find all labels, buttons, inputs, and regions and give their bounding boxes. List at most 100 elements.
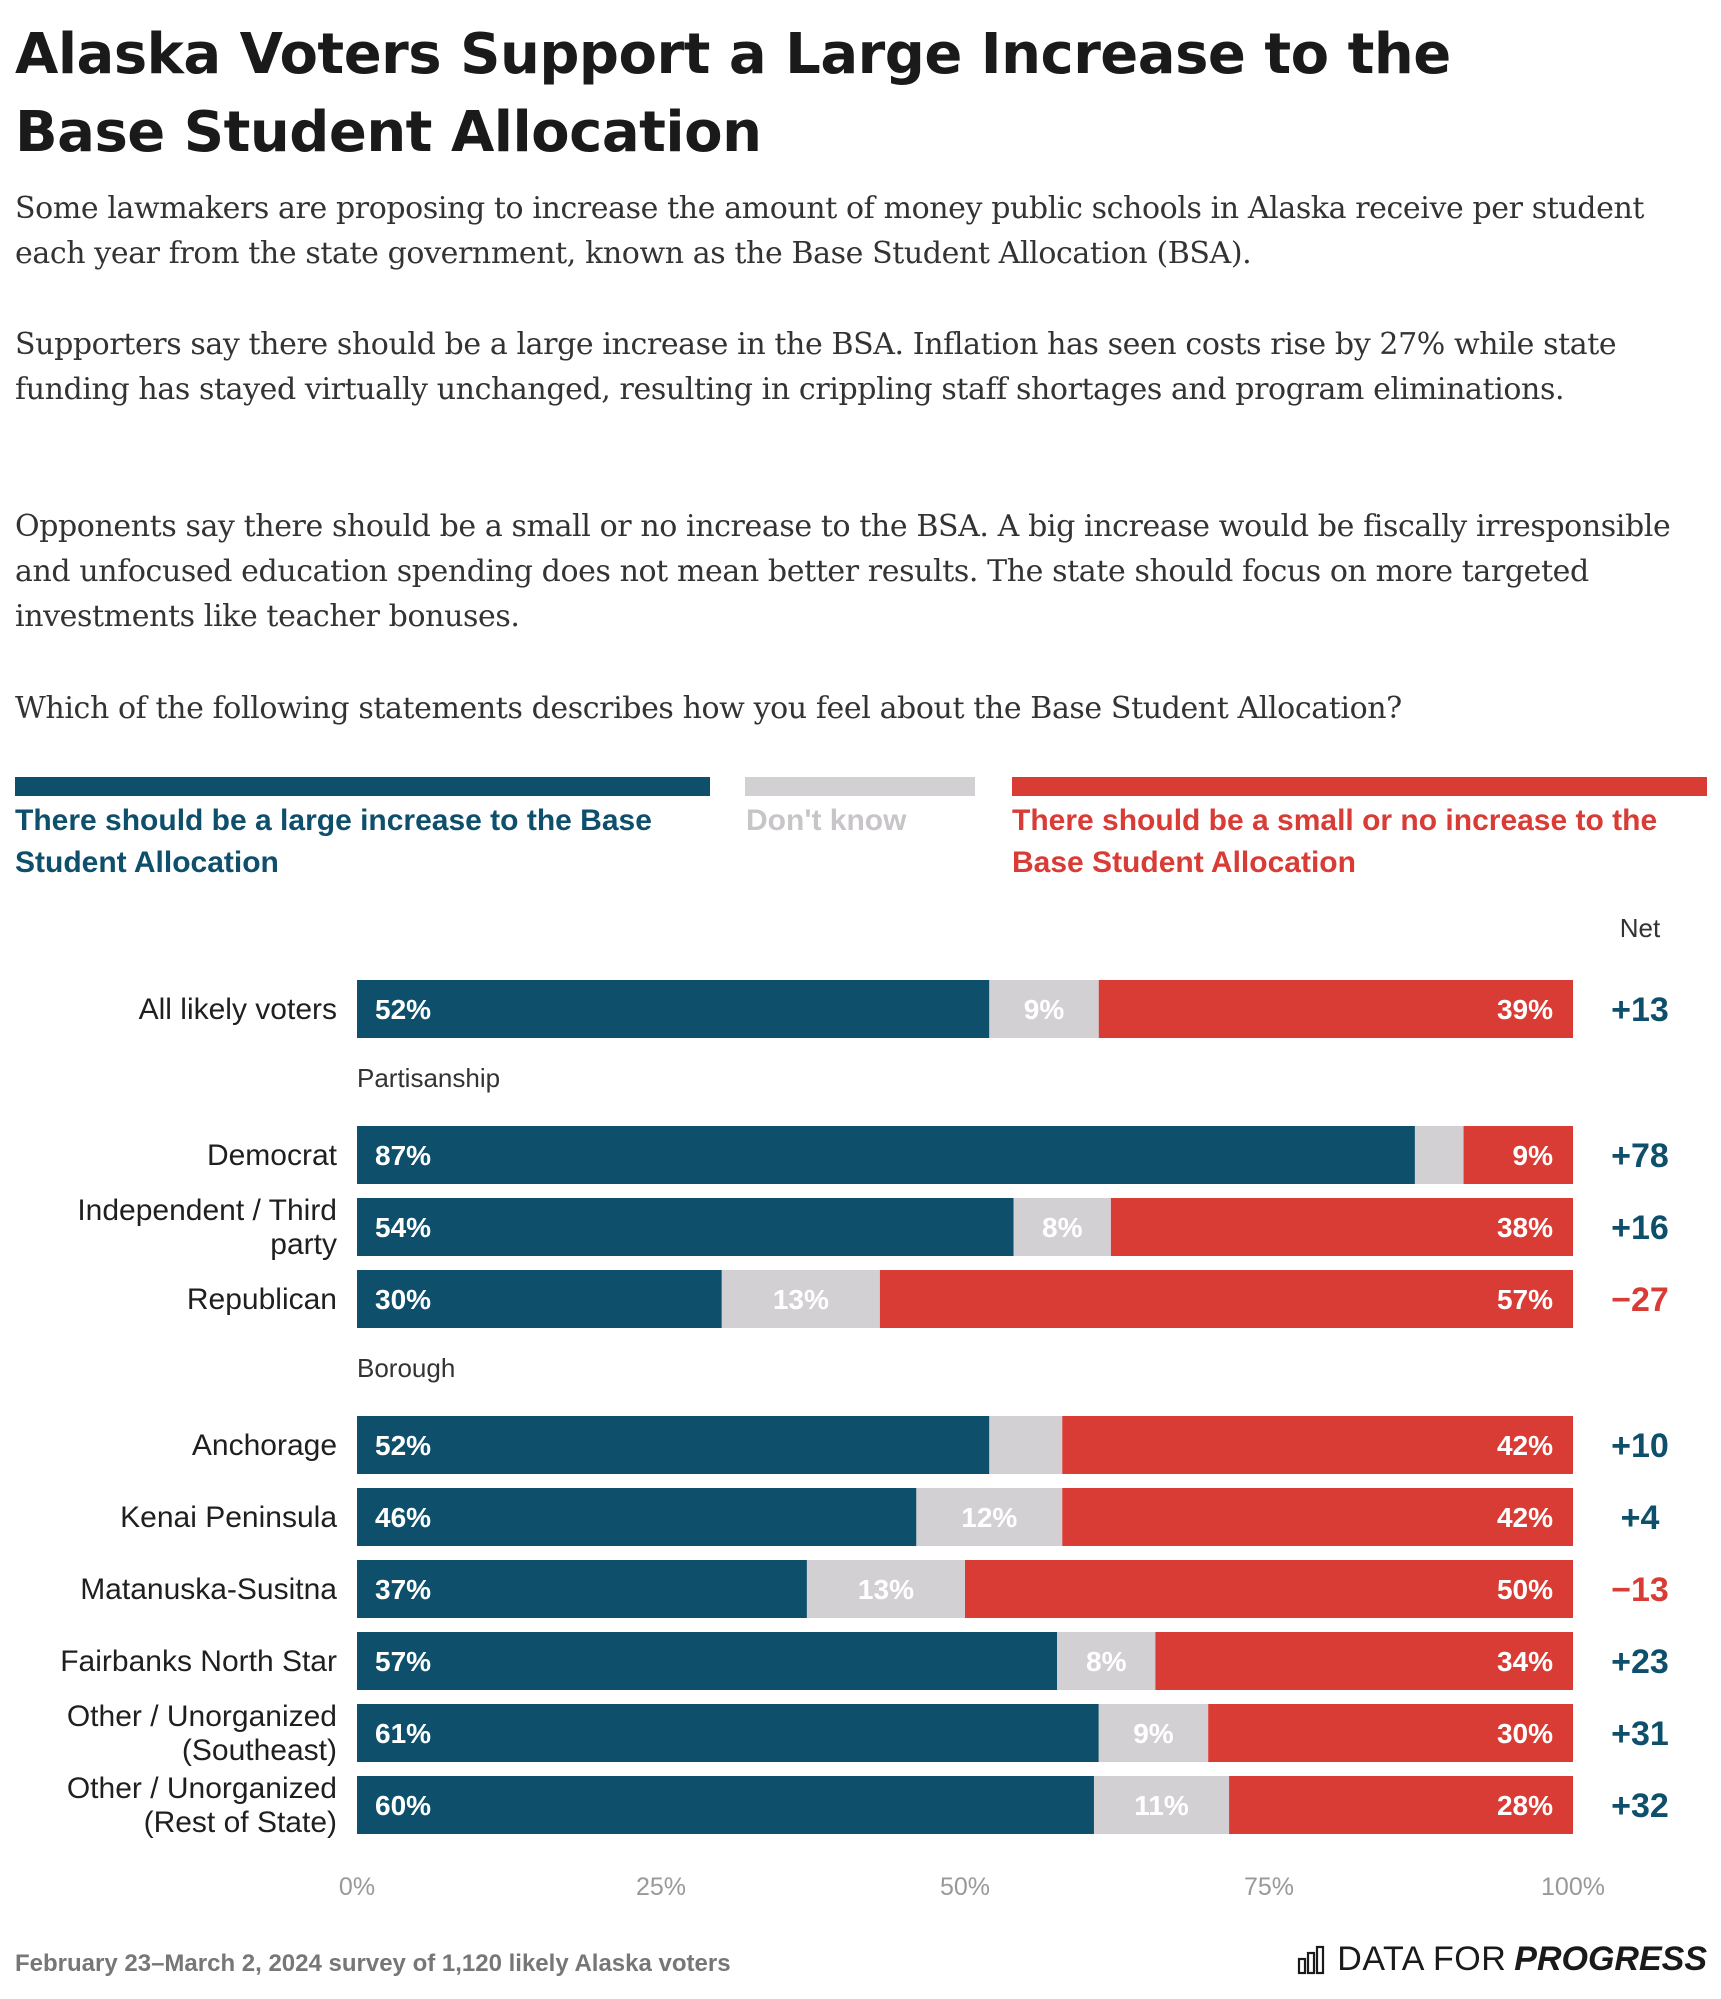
data-label-large: 60% bbox=[375, 1790, 431, 1821]
row-label: Fairbanks North Star bbox=[60, 1645, 337, 1678]
row-label: Republican bbox=[187, 1283, 337, 1316]
opponents-paragraph: Opponents say there should be a small or… bbox=[15, 509, 1671, 634]
bar-segment-dontknow bbox=[916, 1488, 1063, 1546]
data-label-dontknow: 9% bbox=[1024, 994, 1065, 1025]
brand-logo: DATA FOR PROGRESS bbox=[1297, 1940, 1707, 1979]
data-label-small: 34% bbox=[1497, 1646, 1553, 1677]
data-label-dontknow: 12% bbox=[961, 1502, 1017, 1533]
legend-label-large: There should be a large increase to the … bbox=[15, 804, 652, 879]
legend-swatch-small bbox=[1012, 777, 1707, 796]
data-label-small: 42% bbox=[1497, 1430, 1553, 1461]
net-value: +16 bbox=[1611, 1209, 1669, 1247]
data-label-dontknow: 8% bbox=[1086, 1646, 1127, 1677]
data-label-large: 57% bbox=[375, 1646, 431, 1677]
row-label: Matanuska-Susitna bbox=[80, 1573, 337, 1606]
data-label-large: 54% bbox=[375, 1212, 431, 1243]
bar-segment-dontknow bbox=[1013, 1198, 1111, 1256]
net-header: Net bbox=[1620, 913, 1661, 943]
x-tick-label: 50% bbox=[940, 1873, 990, 1900]
data-label-dontknow: 8% bbox=[1042, 1212, 1083, 1243]
row-label: Anchorage bbox=[192, 1429, 337, 1462]
data-label-small: 28% bbox=[1497, 1790, 1553, 1821]
data-label-small: 39% bbox=[1497, 994, 1553, 1025]
net-value: +32 bbox=[1611, 1787, 1669, 1825]
bar-segment-large bbox=[357, 1704, 1099, 1762]
data-label-large: 87% bbox=[375, 1140, 431, 1171]
data-label-large: 52% bbox=[375, 1430, 431, 1461]
data-label-dontknow: 11% bbox=[1134, 1790, 1189, 1821]
legend-label-dontknow: Don't know bbox=[746, 804, 907, 837]
bar-segment-large bbox=[357, 1270, 722, 1328]
row-label: All likely voters bbox=[139, 993, 337, 1026]
brand-text-a: DATA FOR bbox=[1337, 1940, 1507, 1978]
bar-segment-large bbox=[357, 1488, 917, 1546]
bar-segment-large bbox=[357, 1416, 990, 1474]
bar-segment-large bbox=[357, 1126, 1415, 1184]
legend-swatch-large bbox=[15, 777, 710, 796]
stacked-bar-chart: Net 52% 9% 39% All likely voters +13 Partisans… bbox=[60, 913, 1669, 1900]
data-label-small: 50% bbox=[1497, 1574, 1553, 1605]
data-label-small: 38% bbox=[1497, 1212, 1553, 1243]
bar-segment-small bbox=[1208, 1704, 1573, 1762]
group-label: Borough bbox=[357, 1353, 455, 1383]
row-label: Democrat bbox=[207, 1139, 338, 1172]
bar-segment-small bbox=[1229, 1776, 1573, 1834]
bar-segment-dontknow bbox=[721, 1270, 880, 1328]
data-label-large: 52% bbox=[375, 994, 431, 1025]
data-label-small: 30% bbox=[1497, 1718, 1553, 1749]
x-tick-label: 100% bbox=[1541, 1873, 1605, 1900]
bar-segment-large bbox=[357, 1198, 1014, 1256]
data-label-dontknow: 13% bbox=[858, 1574, 914, 1605]
bar-segment-small bbox=[1098, 980, 1573, 1038]
data-label-large: 37% bbox=[375, 1574, 431, 1605]
chart-title: Alaska Voters Support a Large Increase t… bbox=[15, 22, 1451, 165]
bar-segment-dontknow bbox=[989, 1416, 1063, 1474]
bar-segment-small bbox=[1155, 1632, 1573, 1690]
bar-segment-dontknow bbox=[1414, 1126, 1464, 1184]
net-value: −13 bbox=[1611, 1571, 1669, 1609]
bar-segment-small bbox=[1062, 1488, 1573, 1546]
bar-segment-dontknow bbox=[1057, 1632, 1156, 1690]
survey-note: February 23–March 2, 2024 survey of 1,12… bbox=[15, 1950, 731, 1977]
row-label: Other / Unorganized (Southeast) bbox=[67, 1700, 337, 1767]
bar-segment-small bbox=[1110, 1198, 1573, 1256]
question-paragraph: Which of the following statements descri… bbox=[15, 691, 1402, 726]
data-label-large: 30% bbox=[375, 1284, 431, 1315]
supporters-paragraph: Supporters say there should be a large i… bbox=[15, 327, 1617, 407]
data-label-small: 9% bbox=[1513, 1140, 1554, 1171]
x-tick-label: 0% bbox=[339, 1873, 375, 1900]
x-tick-label: 25% bbox=[636, 1873, 686, 1900]
row-label: Kenai Peninsula bbox=[120, 1501, 337, 1534]
bar-segment-large bbox=[357, 1560, 807, 1618]
group-label: Partisanship bbox=[357, 1063, 500, 1093]
bar-segment-large bbox=[357, 1776, 1094, 1834]
bar-segment-large bbox=[357, 980, 990, 1038]
legend-swatch-dontknow bbox=[745, 777, 975, 796]
net-value: +23 bbox=[1611, 1643, 1669, 1681]
bar-segment-dontknow bbox=[1098, 1704, 1209, 1762]
bar-segment-large bbox=[357, 1632, 1058, 1690]
bar-segment-small bbox=[1463, 1126, 1573, 1184]
data-label-large: 46% bbox=[375, 1502, 431, 1533]
net-value: +13 bbox=[1611, 991, 1669, 1029]
row-label: Independent / Third party bbox=[77, 1194, 337, 1261]
data-label-dontknow: 9% bbox=[1133, 1718, 1174, 1749]
bar-segment-dontknow bbox=[806, 1560, 965, 1618]
net-value: +31 bbox=[1611, 1715, 1669, 1753]
bar-segment-small bbox=[879, 1270, 1573, 1328]
data-label-large: 61% bbox=[375, 1718, 431, 1749]
data-label-dontknow: 13% bbox=[773, 1284, 829, 1315]
data-label-small: 42% bbox=[1497, 1502, 1553, 1533]
net-value: +78 bbox=[1611, 1137, 1669, 1175]
bar-chart-icon bbox=[1298, 1945, 1325, 1974]
x-tick-label: 75% bbox=[1244, 1873, 1294, 1900]
row-label: Other / Unorganized (Rest of State) bbox=[67, 1772, 337, 1839]
bar-segment-dontknow bbox=[1093, 1776, 1230, 1834]
bar-segment-small bbox=[965, 1560, 1573, 1618]
brand-text-b: PROGRESS bbox=[1514, 1940, 1707, 1978]
net-value: −27 bbox=[1611, 1281, 1669, 1319]
legend-label-small: There should be a small or no increase t… bbox=[1012, 804, 1658, 879]
bar-segment-small bbox=[1062, 1416, 1573, 1474]
net-value: +10 bbox=[1611, 1427, 1669, 1465]
net-value: +4 bbox=[1621, 1499, 1660, 1537]
